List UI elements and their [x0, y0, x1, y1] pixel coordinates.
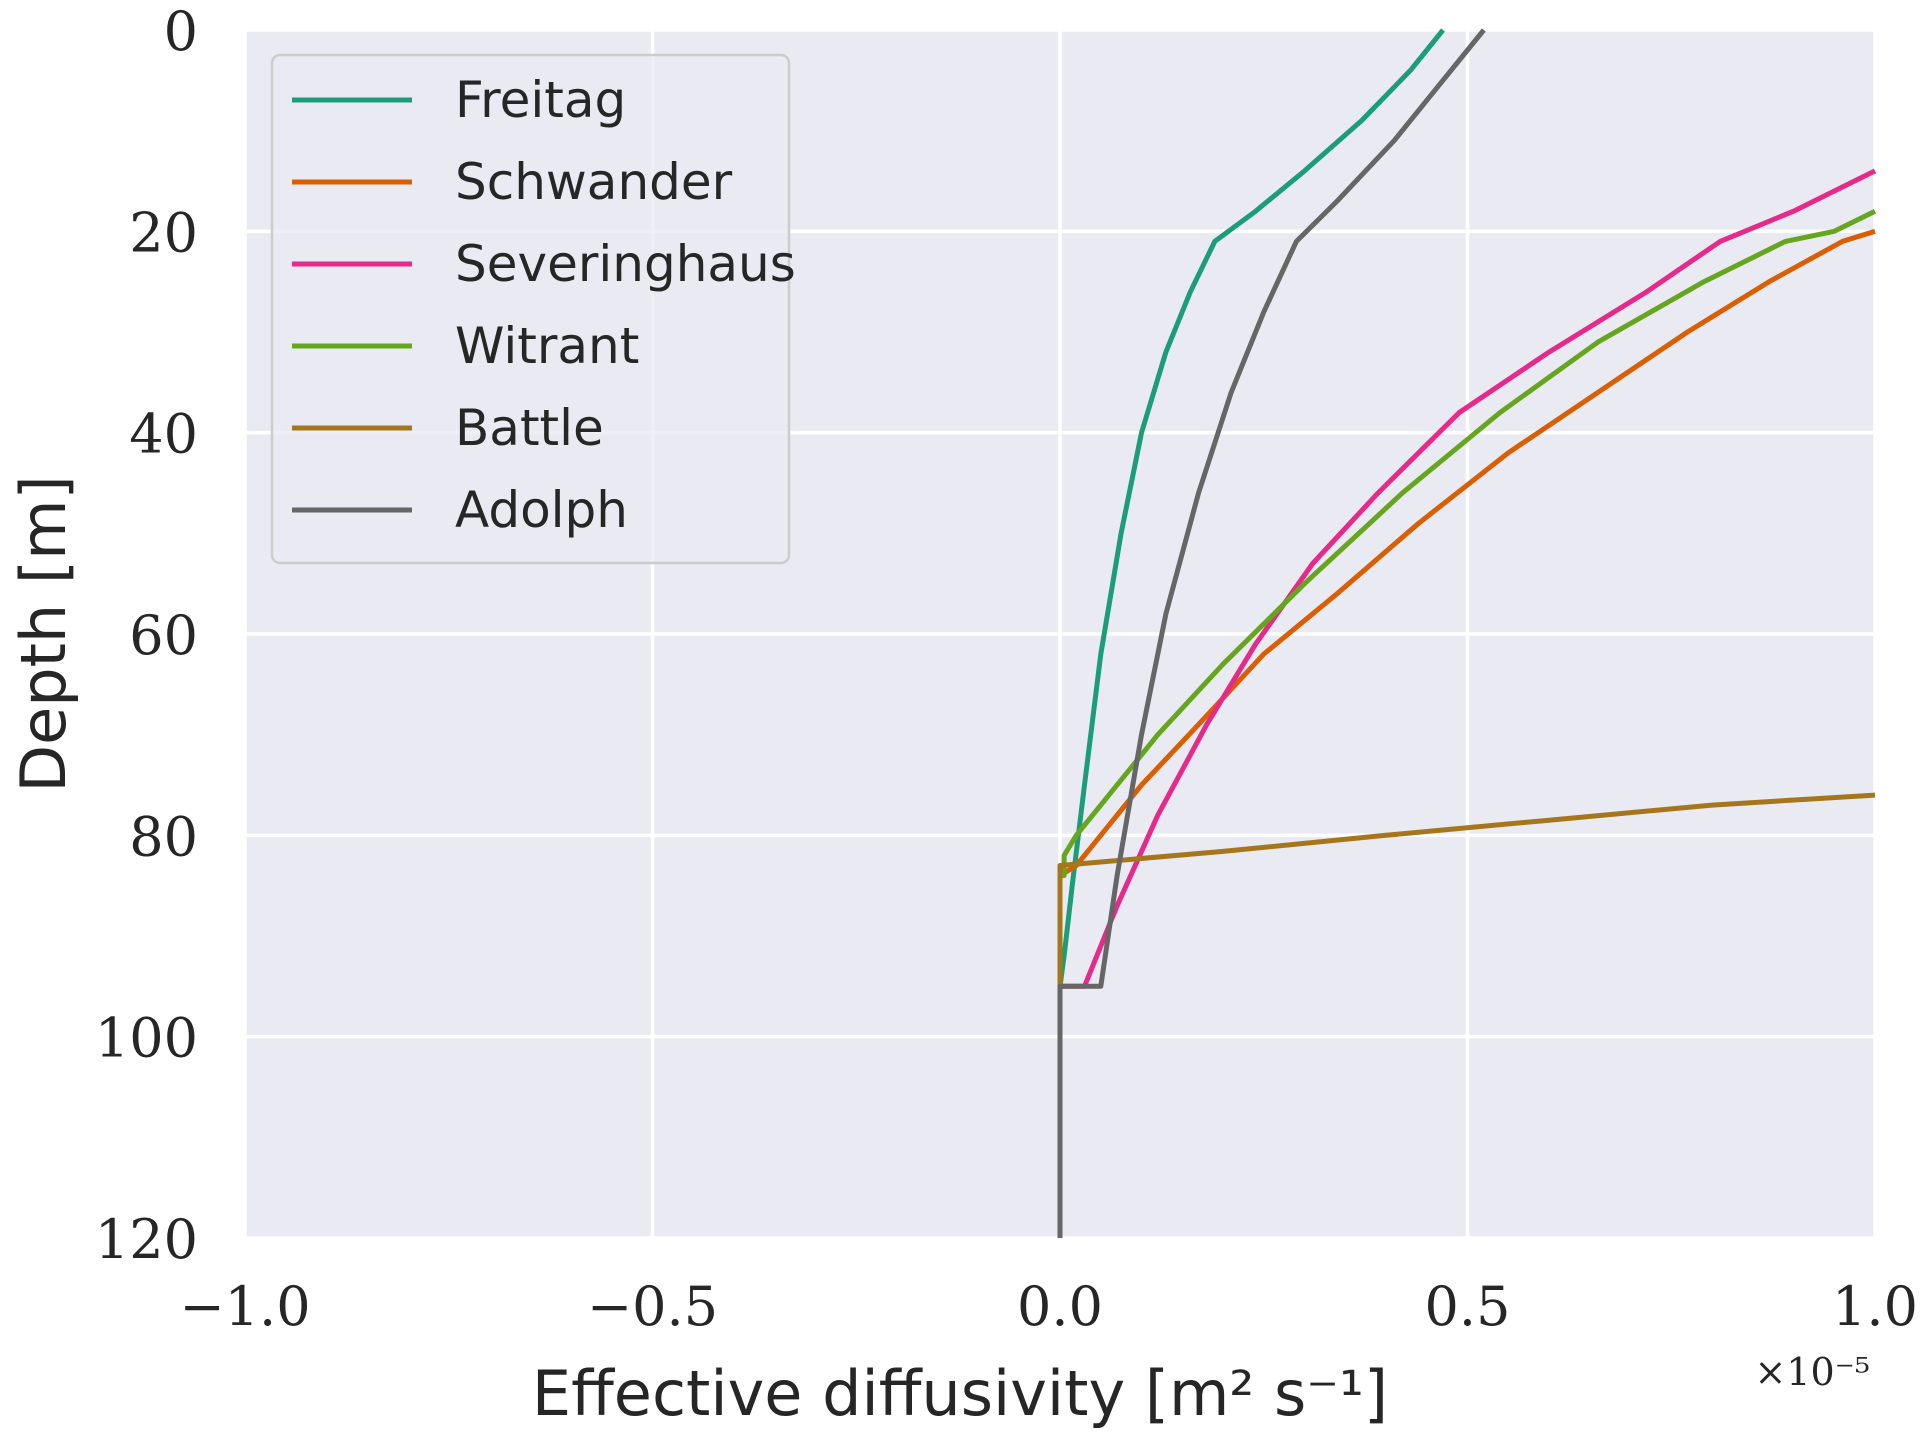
legend-label: Freitag: [455, 71, 626, 129]
y-tick-label: 80: [129, 805, 198, 868]
series-line-schwander: [1057, 228, 1876, 1238]
y-tick-label: 40: [129, 403, 198, 466]
x-offset-label: ×10⁻⁵: [1755, 1350, 1870, 1394]
legend-label: Battle: [455, 399, 604, 457]
y-tick-label: 100: [95, 1007, 198, 1070]
series-line-severinghaus: [1057, 168, 1877, 1238]
x-tick-label: 1.0: [1832, 1275, 1918, 1338]
x-tick-label: −0.5: [587, 1275, 718, 1338]
series-line-battle: [1057, 792, 1876, 1238]
x-axis-label: Effective diffusivity [m² s⁻¹]: [532, 1357, 1388, 1430]
y-tick-label: 0: [164, 0, 198, 63]
legend-label: Witrant: [455, 317, 639, 375]
y-axis-label: Depth [m]: [7, 475, 80, 792]
x-tick-label: 0.5: [1425, 1275, 1511, 1338]
x-tick-label: −1.0: [179, 1275, 310, 1338]
series-line-adolph: [1057, 28, 1486, 1238]
legend: Freitag Schwander Severinghaus Witrant Battl…: [270, 53, 796, 565]
series-line-freitag: [1057, 28, 1445, 1238]
series-layer: [1057, 28, 1877, 1238]
x-tick-label: 0.0: [1017, 1275, 1103, 1338]
y-tick-label: 60: [129, 604, 198, 667]
legend-items: Freitag Schwander Severinghaus Witrant Battl…: [292, 71, 796, 539]
legend-label: Severinghaus: [455, 235, 796, 293]
y-tick-label: 120: [95, 1208, 198, 1271]
legend-label: Schwander: [455, 153, 733, 211]
y-tick-label: 20: [129, 201, 198, 264]
y-tick-labels: 0 20 40 60 80 100 120: [95, 0, 198, 1271]
x-tick-labels: −1.0 −0.5 0.0 0.5 1.0: [179, 1275, 1918, 1338]
legend-label: Adolph: [455, 481, 628, 539]
